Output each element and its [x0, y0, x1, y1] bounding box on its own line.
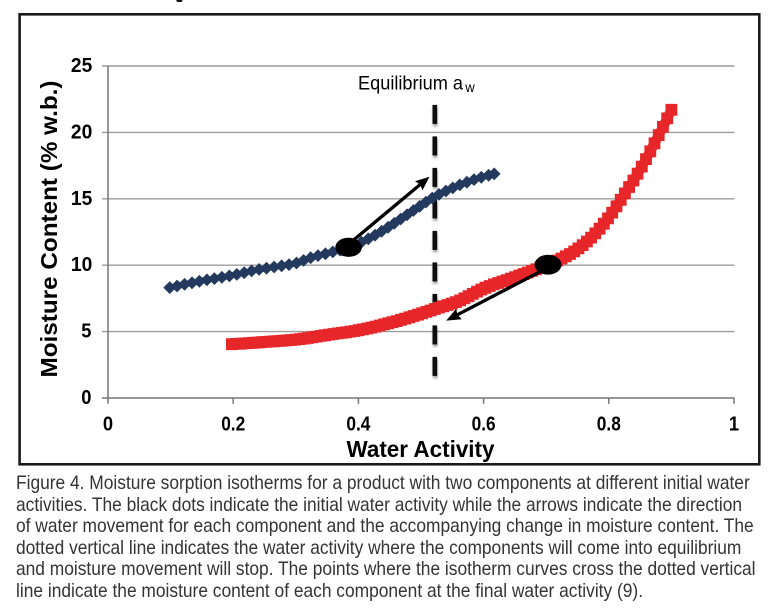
svg-text:25: 25: [71, 54, 92, 77]
svg-text:Equilibrium a: Equilibrium a: [358, 72, 463, 94]
svg-text:w: w: [464, 79, 475, 95]
svg-text:0.2: 0.2: [221, 413, 245, 436]
svg-text:0.6: 0.6: [472, 413, 496, 436]
svg-text:Moisture Content (% w.b.): Moisture Content (% w.b.): [36, 81, 62, 378]
svg-text:0: 0: [81, 386, 91, 409]
svg-text:20: 20: [71, 120, 92, 143]
svg-text:1: 1: [729, 413, 739, 436]
svg-text:0.8: 0.8: [597, 413, 621, 436]
svg-text:15: 15: [71, 187, 92, 210]
svg-text:5: 5: [81, 320, 91, 343]
svg-text:Water Activity: Water Activity: [347, 436, 495, 462]
svg-text:0: 0: [103, 413, 113, 436]
svg-text:10: 10: [71, 253, 92, 276]
svg-text:0.4: 0.4: [346, 413, 371, 436]
